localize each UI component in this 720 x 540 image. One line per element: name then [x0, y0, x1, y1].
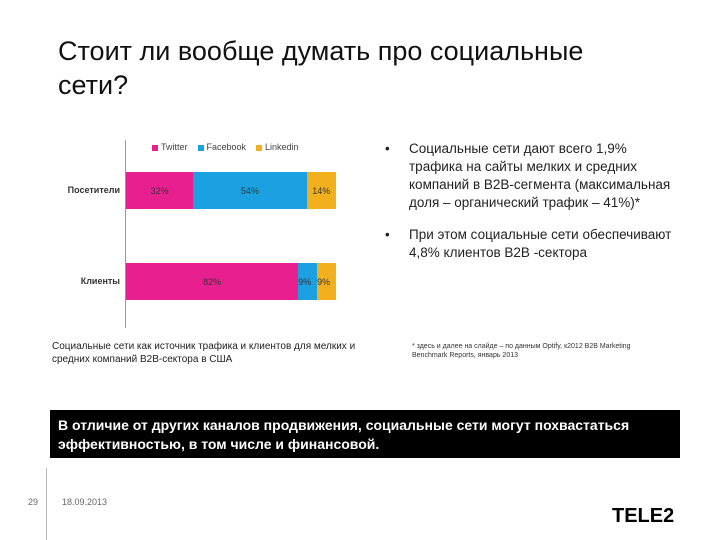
footnote: * здесь и далее на слайде – по данным Op…	[412, 343, 631, 359]
data-label: 32%	[150, 185, 169, 196]
page-number: 29	[28, 497, 39, 507]
logo-text: TELE2	[612, 505, 674, 527]
slide-date: 18.09.2013	[62, 497, 108, 507]
bar-segment: 32%	[126, 172, 194, 209]
bullet-list: • Социальные сети дают всего 1,9% трафик…	[385, 140, 675, 276]
bullet-text: Социальные сети дают всего 1,9% трафика …	[409, 141, 671, 210]
bullet-item: • Социальные сети дают всего 1,9% трафик…	[385, 140, 675, 212]
legend-item: Twitter	[152, 142, 188, 152]
footer-divider	[46, 468, 47, 540]
data-label: 9%	[317, 276, 331, 287]
data-label: 14%	[312, 185, 331, 196]
bar-segment: 9%	[317, 263, 336, 300]
bullet-text: При этом социальные сети обеспечивают 4,…	[409, 227, 672, 260]
data-label: 82%	[203, 276, 222, 287]
conclusion-banner: В отличие от других каналов продвижения,…	[50, 410, 680, 458]
chart-caption: Социальные сети как источник трафика и к…	[52, 341, 356, 365]
bar-segment: 9%	[298, 263, 318, 300]
legend-label: Facebook	[206, 142, 247, 152]
bar-segment: 14%	[306, 172, 336, 209]
stacked-bar-chart: Twitter Facebook Linkedin Посетители 32% 54%…	[40, 136, 340, 331]
legend-item: Facebook	[197, 142, 247, 152]
legend-label: Linkedin	[265, 142, 299, 152]
bar-row: 82% 9% 9%	[126, 263, 336, 300]
legend-swatch	[256, 144, 263, 151]
legend-label: Twitter	[161, 142, 188, 152]
legend-item: Linkedin	[256, 142, 299, 152]
chart-legend: Twitter Facebook Linkedin	[152, 142, 309, 152]
bullet-item: • При этом социальные сети обеспечивают …	[385, 226, 675, 262]
bar-segment: 82%	[126, 263, 299, 300]
category-label: Клиенты	[80, 276, 120, 286]
data-label: 9%	[298, 276, 312, 287]
legend-swatch	[152, 144, 158, 151]
bullet-marker: •	[385, 141, 390, 156]
tele2-logo: TELE2	[612, 505, 674, 527]
chart-axis	[125, 140, 126, 328]
bar-segment: 54%	[193, 172, 307, 209]
bullet-marker: •	[385, 227, 390, 242]
data-label: 54%	[240, 185, 259, 196]
slide-title: Стоит ли вообще думать про социальные се…	[58, 36, 584, 100]
legend-swatch	[197, 144, 204, 151]
bar-row: 32% 54% 14%	[126, 172, 336, 209]
category-label: Посетители	[67, 185, 120, 195]
